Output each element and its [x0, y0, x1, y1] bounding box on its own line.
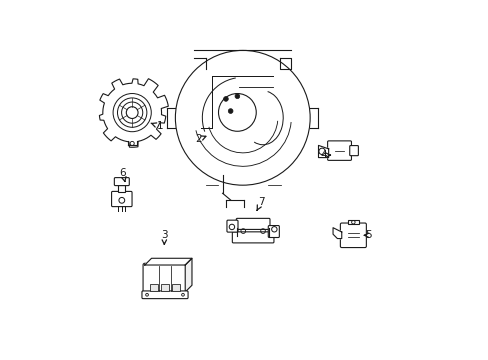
Bar — [172, 284, 180, 291]
FancyBboxPatch shape — [236, 219, 269, 229]
Circle shape — [223, 96, 228, 101]
Text: 4: 4 — [320, 150, 330, 160]
Text: 2: 2 — [195, 134, 205, 144]
FancyBboxPatch shape — [111, 192, 132, 207]
FancyBboxPatch shape — [268, 226, 279, 238]
FancyBboxPatch shape — [232, 232, 273, 243]
Bar — [118, 185, 125, 193]
Circle shape — [175, 50, 309, 185]
FancyBboxPatch shape — [349, 145, 358, 156]
FancyBboxPatch shape — [142, 291, 188, 299]
FancyBboxPatch shape — [114, 177, 129, 186]
Text: 5: 5 — [364, 230, 371, 240]
Text: 7: 7 — [256, 198, 264, 210]
Bar — [161, 284, 169, 291]
Polygon shape — [185, 258, 192, 292]
FancyBboxPatch shape — [327, 141, 351, 160]
Circle shape — [235, 94, 239, 99]
Text: 3: 3 — [161, 230, 167, 244]
Circle shape — [228, 109, 232, 113]
FancyBboxPatch shape — [340, 223, 366, 248]
Bar — [347, 220, 358, 224]
Text: 1: 1 — [151, 121, 163, 131]
FancyBboxPatch shape — [143, 263, 186, 294]
Polygon shape — [318, 145, 328, 158]
Text: 6: 6 — [119, 168, 126, 181]
FancyBboxPatch shape — [226, 220, 238, 232]
Polygon shape — [332, 228, 341, 239]
Polygon shape — [144, 258, 192, 265]
Bar — [149, 284, 158, 291]
